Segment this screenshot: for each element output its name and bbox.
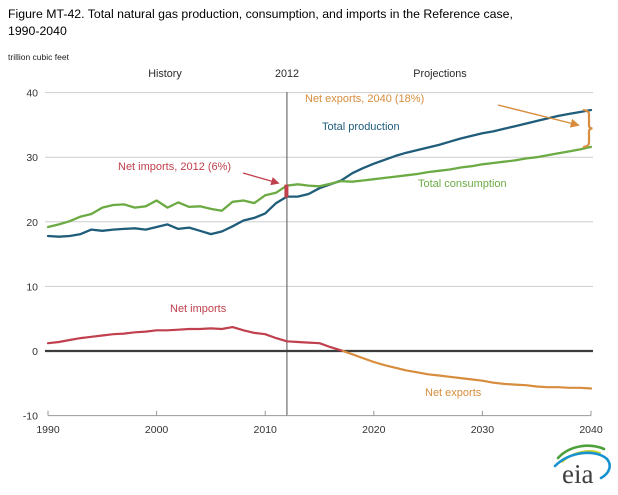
svg-text:10: 10	[26, 281, 38, 293]
net-imports-label: Net imports	[170, 303, 227, 315]
total-production-label: Total production	[322, 121, 400, 133]
projections-period-label: Projections	[413, 68, 467, 80]
svg-text:0: 0	[32, 346, 38, 358]
divider-year-label: 2012	[274, 68, 300, 80]
svg-text:2030: 2030	[471, 424, 495, 436]
eia-logo-green-swoosh-icon	[556, 444, 606, 460]
svg-text:2020: 2020	[362, 424, 386, 436]
net-imports-2012-annotation: Net imports, 2012 (6%)	[118, 161, 232, 173]
svg-text:2000: 2000	[145, 424, 169, 436]
net-exports-2040-annotation: Net exports, 2040 (18%)	[305, 93, 425, 105]
svg-text:1990: 1990	[36, 424, 60, 436]
svg-text:30: 30	[26, 152, 38, 164]
svg-text:40: 40	[26, 88, 38, 100]
svg-text:-10: -10	[23, 411, 38, 423]
svg-text:2040: 2040	[579, 424, 603, 436]
total-consumption-label: Total consumption	[418, 178, 507, 190]
eia-logo: eia	[553, 444, 611, 489]
eia-logo-blue-swoosh-icon	[553, 451, 611, 480]
figure-title: Figure MT-42. Total natural gas producti…	[8, 7, 513, 38]
svg-text:2010: 2010	[254, 424, 278, 436]
net-exports-label: Net exports	[425, 387, 482, 399]
unit-label: trillion cubic feet	[8, 52, 69, 62]
history-period-label: History	[148, 68, 182, 80]
eia-logo-text: eia	[562, 459, 593, 489]
svg-text:20: 20	[26, 217, 38, 229]
